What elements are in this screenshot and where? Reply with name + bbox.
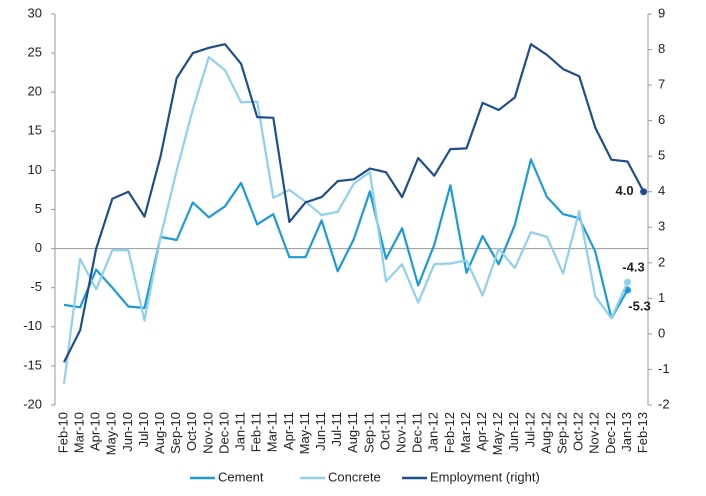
y2-tick-label: 7 bbox=[658, 77, 665, 92]
x-tick-label: Jun-11 bbox=[313, 412, 328, 451]
y-tick-label: 15 bbox=[28, 123, 42, 138]
x-tick-label: Jul-10 bbox=[136, 412, 151, 447]
x-tick-label: Mar-10 bbox=[72, 412, 87, 453]
x-tick-label: Sep-10 bbox=[168, 412, 183, 454]
x-tick-label: Feb-13 bbox=[635, 412, 650, 453]
point-marker bbox=[640, 188, 648, 196]
y-tick-label: 5 bbox=[35, 201, 42, 216]
x-tick-label: Oct-10 bbox=[184, 412, 199, 451]
x-tick-label: Jun-10 bbox=[120, 412, 135, 452]
y-tick-label: 20 bbox=[28, 84, 42, 99]
x-tick-label: Feb-12 bbox=[442, 412, 457, 453]
x-tick-label: Apr-10 bbox=[88, 412, 103, 451]
y-tick-label: 25 bbox=[28, 45, 42, 60]
x-tick-label: Apr-11 bbox=[281, 412, 296, 450]
value-label: -5.3 bbox=[628, 298, 650, 313]
x-tick-label: Mar-11 bbox=[265, 412, 280, 452]
x-tick-label: Mar-12 bbox=[458, 412, 473, 453]
x-tick-label: May-10 bbox=[104, 412, 119, 455]
x-tick-label: Aug-11 bbox=[345, 412, 360, 453]
x-tick-label: Oct-11 bbox=[377, 412, 392, 450]
y2-tick-label: -2 bbox=[658, 396, 670, 411]
y2-tick-label: 1 bbox=[658, 290, 665, 305]
y2-tick-label: 9 bbox=[658, 5, 665, 20]
x-tick-label: Aug-10 bbox=[152, 412, 167, 454]
x-tick-label: Apr-12 bbox=[474, 412, 489, 451]
x-tick-label: Jul-11 bbox=[329, 412, 344, 446]
x-tick-label: Nov-10 bbox=[200, 412, 215, 454]
y2-tick-label: -1 bbox=[658, 361, 670, 376]
x-tick-label: Jan-11 bbox=[233, 412, 248, 451]
x-tick-label: Dec-10 bbox=[216, 412, 231, 454]
x-tick-label: Nov-12 bbox=[587, 412, 602, 454]
y2-tick-label: 4 bbox=[658, 183, 665, 198]
legend-label: Cement bbox=[218, 469, 264, 484]
x-tick-label: Oct-12 bbox=[571, 412, 586, 451]
y2-tick-label: 6 bbox=[658, 112, 665, 127]
x-tick-label: Dec-11 bbox=[410, 412, 425, 453]
legend-label: Employment (right) bbox=[430, 469, 540, 484]
y-tick-label: 10 bbox=[28, 162, 42, 177]
x-tick-label: Aug-12 bbox=[538, 412, 553, 454]
value-label: 4.0 bbox=[616, 183, 634, 198]
y2-tick-label: 2 bbox=[658, 254, 665, 269]
y2-tick-label: 3 bbox=[658, 219, 665, 234]
legend-label: Concrete bbox=[328, 469, 381, 484]
x-tick-label: Nov-11 bbox=[394, 412, 409, 453]
y-tick-label: 30 bbox=[28, 5, 42, 20]
x-tick-label: May-11 bbox=[297, 412, 312, 454]
x-tick-label: Feb-11 bbox=[249, 412, 264, 452]
x-tick-label: Dec-12 bbox=[603, 412, 618, 454]
x-tick-label: Jul-12 bbox=[522, 412, 537, 447]
series-line bbox=[62, 55, 629, 385]
x-tick-label: Sep-11 bbox=[361, 412, 376, 453]
x-tick-label: Jun-12 bbox=[506, 412, 521, 452]
series-line bbox=[63, 43, 645, 363]
point-marker bbox=[624, 278, 631, 286]
y2-tick-label: 0 bbox=[658, 325, 665, 340]
y2-tick-label: 8 bbox=[658, 41, 665, 56]
y-tick-label: -20 bbox=[23, 396, 42, 411]
value-label: -4.3 bbox=[622, 260, 644, 275]
x-tick-label: Feb-10 bbox=[55, 412, 70, 453]
y-tick-label: -15 bbox=[23, 357, 42, 372]
x-tick-label: Jan-12 bbox=[426, 412, 441, 452]
y2-tick-label: 5 bbox=[658, 148, 665, 163]
y-tick-label: 0 bbox=[35, 240, 42, 255]
x-tick-label: Sep-12 bbox=[555, 412, 570, 454]
y-tick-label: -10 bbox=[23, 318, 42, 333]
x-tick-label: Jan-13 bbox=[619, 412, 634, 452]
y-tick-label: -5 bbox=[30, 279, 42, 294]
x-tick-label: May-12 bbox=[490, 412, 505, 455]
